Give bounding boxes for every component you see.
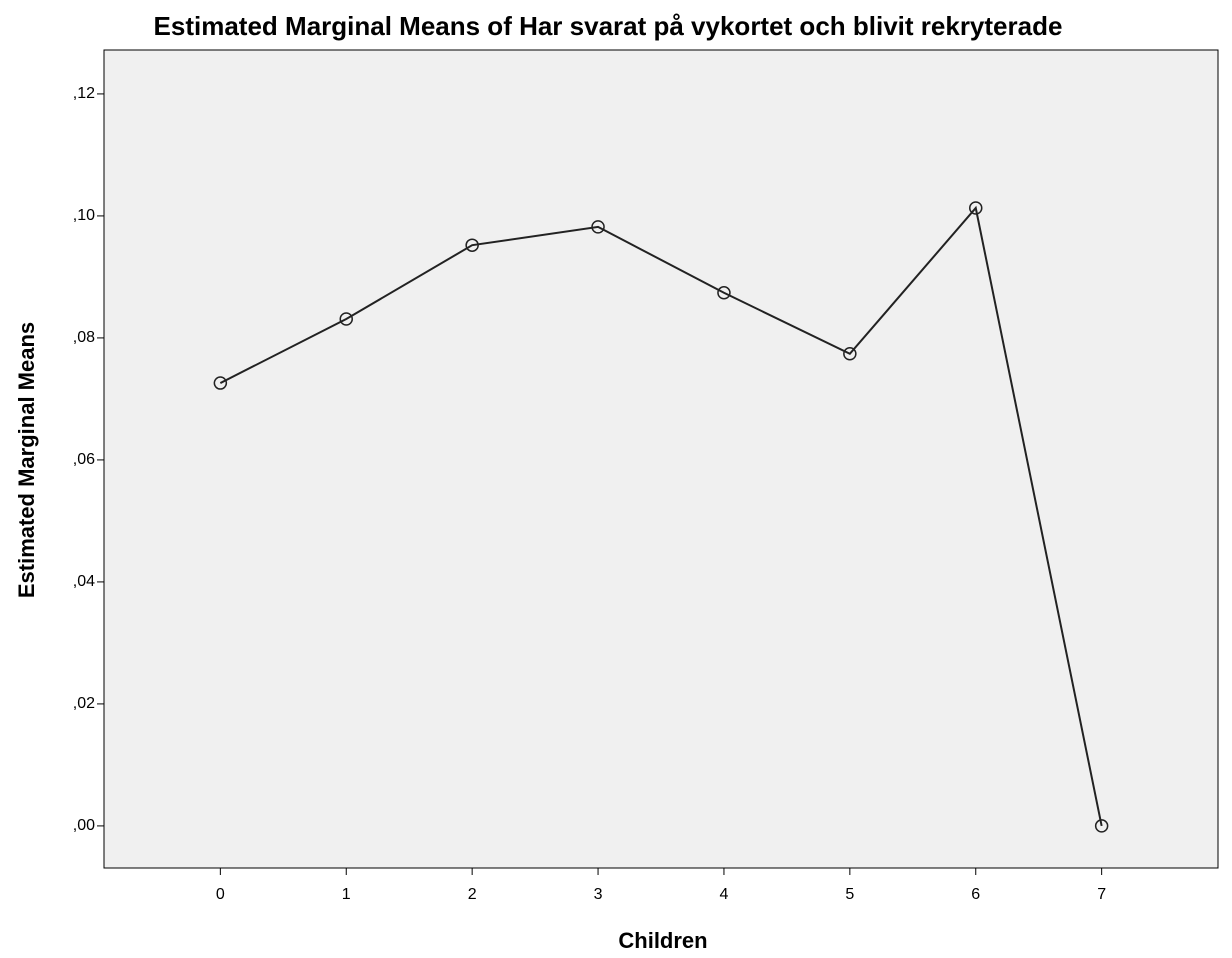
y-axis-title: Estimated Marginal Means	[14, 322, 39, 598]
point	[213, 376, 228, 390]
x-tick-label: 4	[719, 886, 728, 903]
chart-title: Estimated Marginal Means of Har svarat p…	[154, 11, 1063, 41]
x-tick-label: 6	[971, 886, 980, 903]
y-tick-label: ,04	[73, 573, 95, 590]
x-tick-label: 7	[1097, 886, 1106, 903]
y-tick-label: ,00	[73, 817, 95, 834]
y-tick-label: ,10	[73, 207, 95, 224]
point	[1094, 819, 1109, 833]
x-tick-label: 3	[594, 886, 603, 903]
y-tick-label: ,06	[73, 451, 95, 468]
point	[969, 201, 983, 215]
y-tick-label: ,08	[73, 329, 95, 346]
line	[219, 205, 1103, 827]
x-tick-label: 1	[342, 886, 351, 903]
x-tick-label: 0	[216, 886, 225, 903]
point	[339, 312, 353, 326]
x-axis-title: Children	[618, 928, 707, 953]
point	[843, 347, 857, 361]
point	[591, 220, 605, 234]
point	[717, 286, 731, 300]
y-tick-label: ,12	[73, 85, 95, 102]
y-tick-label: ,02	[73, 695, 95, 712]
x-tick-label: 2	[468, 886, 477, 903]
x-tick-label: 5	[845, 886, 854, 903]
point	[465, 238, 479, 252]
plot-area	[103, 49, 1219, 869]
